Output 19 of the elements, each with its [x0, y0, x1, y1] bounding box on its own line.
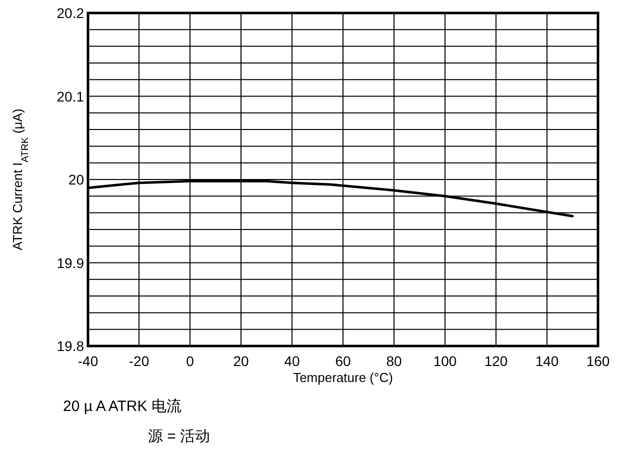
y-tick-label: 20.2	[56, 5, 84, 21]
x-tick-label: 120	[484, 353, 508, 369]
x-tick-label: 20	[233, 353, 249, 369]
text: 20 µ A ATRK 电流	[63, 398, 182, 415]
x-tick-label: 80	[386, 353, 402, 369]
x-tick-label: 100	[433, 353, 457, 369]
x-tick-label: 60	[335, 353, 351, 369]
x-axis-title: Temperature (°C)	[293, 370, 393, 385]
x-tick-label: -20	[128, 353, 150, 369]
x-tick-label: 160	[586, 353, 610, 369]
x-tick-label: 0	[186, 353, 194, 369]
x-tick-label: 40	[284, 353, 300, 369]
text: 源 = 活动	[148, 428, 210, 445]
y-tick-label: 20.1	[56, 88, 84, 104]
x-tick-label: -40	[78, 353, 98, 369]
y-tick-label: 20	[68, 172, 84, 188]
x-tick-label: 140	[535, 353, 559, 369]
y-tick-label: 19.8	[56, 338, 84, 354]
y-tick-label: 19.9	[56, 254, 84, 271]
